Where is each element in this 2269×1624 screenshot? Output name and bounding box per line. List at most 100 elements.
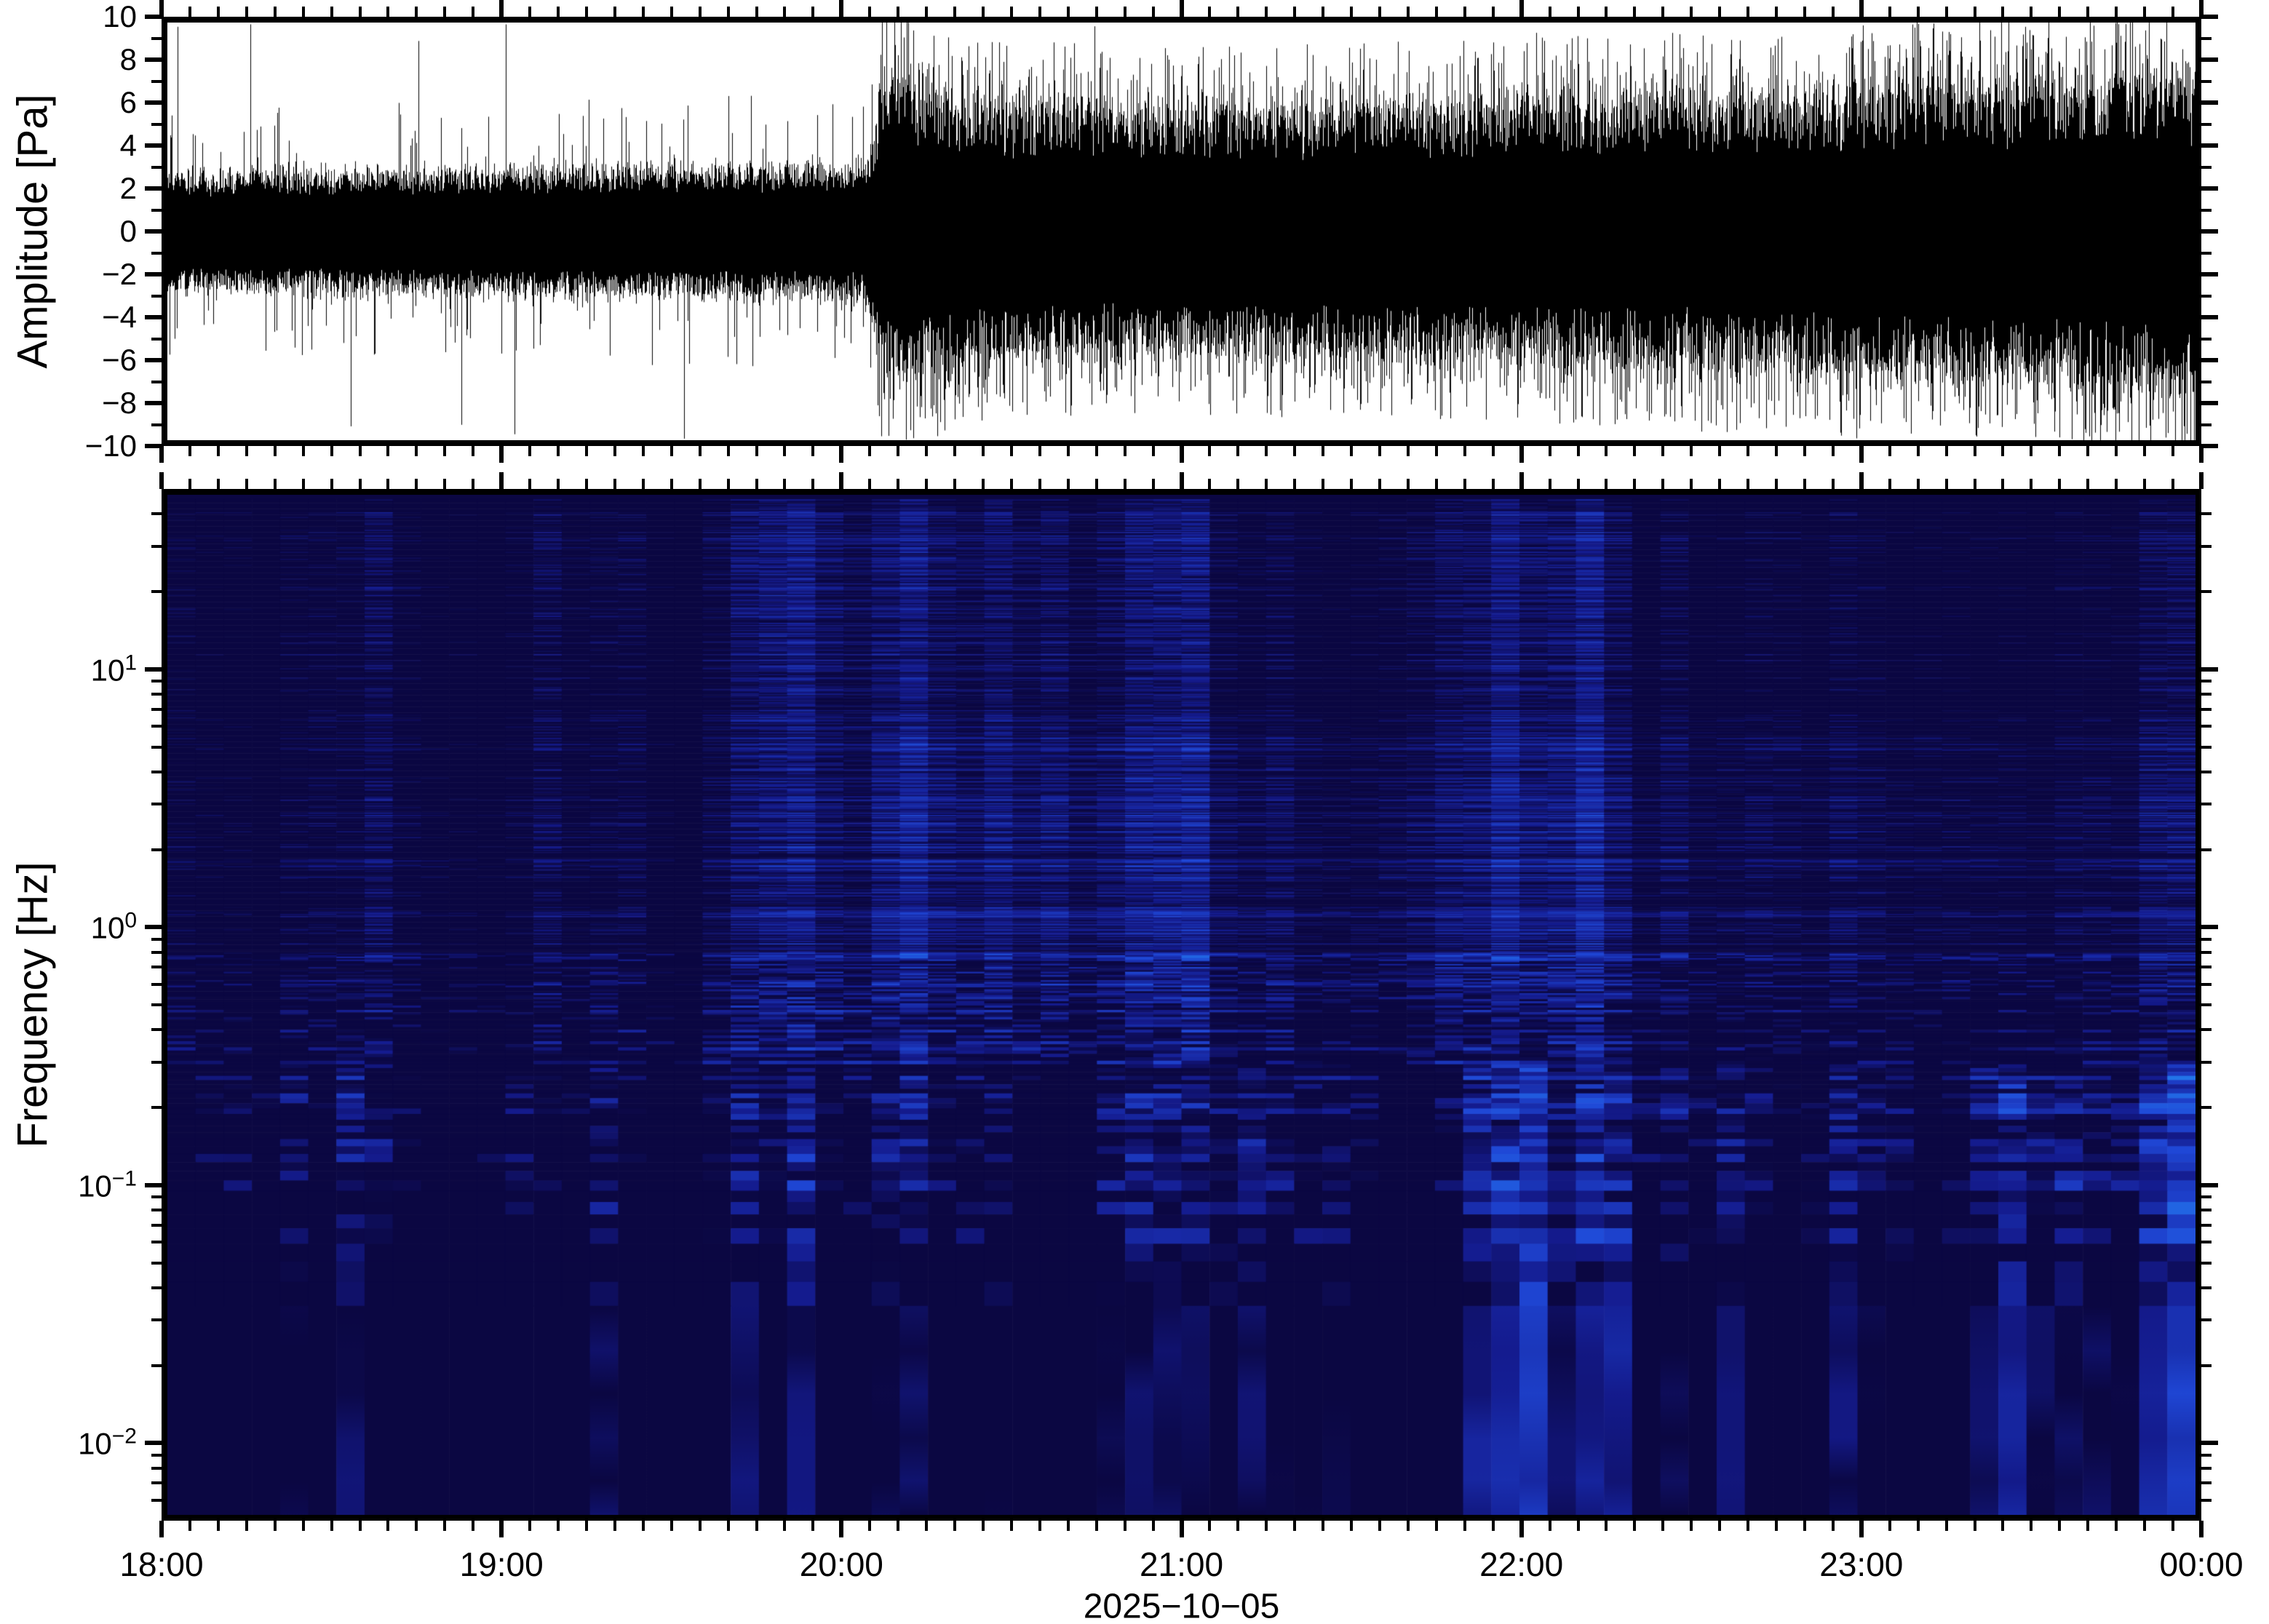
freq-major-tick-left [145, 1441, 162, 1446]
time-tick-bottom [981, 1521, 985, 1531]
time-tick-wave-bottom [641, 446, 645, 456]
time-tick-spec-top [811, 479, 815, 489]
time-tick-top [1888, 7, 1891, 17]
time-tick-wave-bottom [1831, 446, 1835, 456]
time-tick-spec-top [1519, 472, 1524, 489]
time-tick-bottom [1179, 1521, 1184, 1537]
time-tick-top [783, 7, 787, 17]
time-tick-wave-bottom [1123, 446, 1126, 456]
time-tick-spec-top [698, 479, 702, 489]
amp-tick-left [145, 15, 162, 19]
freq-minor-tick-right [2201, 1060, 2212, 1064]
time-tick-top [1463, 7, 1466, 17]
time-tick-bottom [1888, 1521, 1891, 1531]
time-tick-wave-bottom [1406, 446, 1410, 456]
time-tick-wave-bottom [1151, 446, 1155, 456]
time-tick-spec-top [1775, 479, 1779, 489]
time-tick-bottom [839, 1521, 844, 1537]
amplitude-tick-label: 0 [119, 214, 137, 248]
time-tick-wave-bottom [981, 446, 985, 456]
freq-minor-tick-left [151, 1286, 162, 1289]
time-tick-bottom [613, 1521, 616, 1531]
time-tick-wave-bottom [669, 446, 673, 456]
time-tick-bottom [1322, 1521, 1325, 1531]
freq-minor-tick-left [151, 1364, 162, 1367]
freq-minor-tick-left [151, 1223, 162, 1227]
freq-major-tick-right [2201, 1182, 2218, 1187]
time-tick-top [528, 7, 532, 17]
time-tick-wave-bottom [415, 446, 418, 456]
time-tick-bottom [557, 1521, 560, 1531]
time-tick-wave-bottom [528, 446, 532, 456]
time-tick-spec-top [1831, 479, 1835, 489]
freq-minor-tick-left [151, 848, 162, 851]
freq-minor-tick-right [2201, 966, 2212, 969]
time-tick-bottom [1491, 1521, 1495, 1531]
time-tick-bottom [925, 1521, 929, 1531]
time-tick-bottom [2143, 1521, 2147, 1531]
time-tick-wave-bottom [1038, 446, 1041, 456]
time-tick-top [1179, 0, 1184, 17]
time-tick-top [2115, 7, 2118, 17]
time-tick-wave-bottom [1944, 446, 1948, 456]
spectrogram-canvas [167, 495, 2196, 1515]
freq-minor-tick-right [2201, 982, 2212, 986]
time-tick-top [301, 7, 305, 17]
time-tick-wave-bottom [1179, 446, 1184, 463]
time-tick-top [1123, 7, 1126, 17]
amp-tick-left [145, 315, 162, 319]
time-tick-top [443, 7, 447, 17]
time-tick-top [1208, 7, 1212, 17]
time-tick-top [1831, 7, 1835, 17]
time-tick-spec-top [1322, 479, 1325, 489]
amp-tick-right [2201, 165, 2212, 169]
time-tick-wave-bottom [726, 446, 730, 456]
time-tick-bottom [301, 1521, 305, 1531]
time-tick-spec-top [1038, 479, 1041, 489]
time-tick-top [1322, 7, 1325, 17]
frequency-tick-label: 101 [90, 650, 137, 688]
freq-minor-tick-right [2201, 1318, 2212, 1322]
time-tick-bottom [1406, 1521, 1410, 1531]
time-tick-top [897, 7, 900, 17]
time-tick-bottom [1605, 1521, 1608, 1531]
amp-tick-right [2201, 380, 2212, 383]
time-tick-spec-top [245, 479, 248, 489]
freq-minor-tick-right [2201, 544, 2212, 548]
freq-minor-tick-left [151, 544, 162, 548]
amplitude-tick-label: 8 [119, 42, 137, 76]
time-tick-bottom [726, 1521, 730, 1531]
amplitude-tick-label: 2 [119, 171, 137, 205]
time-tick-wave-bottom [868, 446, 872, 456]
time-tick-wave-bottom [783, 446, 787, 456]
amp-tick-left [145, 444, 162, 448]
time-tick-wave-bottom [1718, 446, 1722, 456]
freq-minor-tick-left [151, 1481, 162, 1485]
freq-minor-tick-left [151, 680, 162, 682]
time-tick-bottom [159, 1521, 164, 1537]
time-tick-bottom [2001, 1521, 2005, 1531]
time-tick-bottom [472, 1521, 475, 1531]
time-tick-top [216, 7, 220, 17]
freq-minor-tick-right [2201, 950, 2212, 954]
time-tick-top [981, 7, 985, 17]
freq-minor-tick-left [151, 1318, 162, 1322]
amp-tick-left [145, 229, 162, 234]
waveform-panel [162, 17, 2201, 446]
freq-minor-tick-right [2201, 1481, 2212, 1485]
freq-minor-tick-left [151, 1453, 162, 1457]
time-tick-label: 21:00 [1139, 1545, 1224, 1583]
time-tick-spec-top [415, 479, 418, 489]
time-tick-wave-bottom [2143, 446, 2147, 456]
amp-tick-left [151, 294, 162, 298]
time-tick-wave-bottom [2171, 446, 2175, 456]
freq-minor-tick-right [2201, 1498, 2212, 1502]
time-tick-top [1747, 7, 1750, 17]
time-tick-spec-top [1916, 479, 1920, 489]
frequency-axis-title: Frequency [Hz] [9, 861, 57, 1148]
time-tick-spec-top [2001, 479, 2005, 489]
date-axis-label: 2025−10−05 [1083, 1587, 1280, 1624]
amp-tick-right [2201, 444, 2218, 448]
time-tick-bottom [641, 1521, 645, 1531]
time-tick-top [1633, 7, 1637, 17]
